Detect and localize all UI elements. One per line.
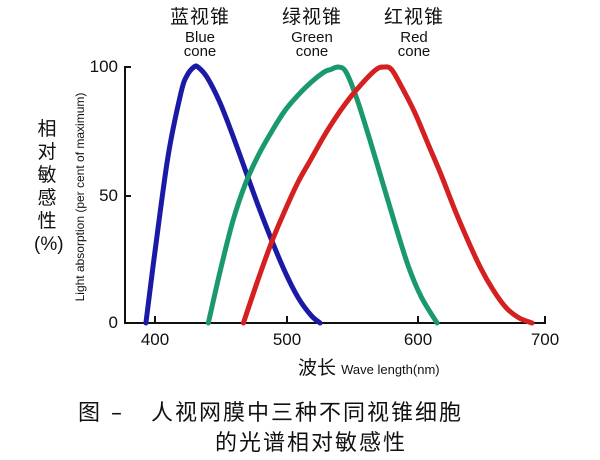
figure-caption-line2: 的光谱相对敏感性 bbox=[215, 431, 408, 456]
y-label-char: 感 bbox=[37, 187, 57, 209]
legend-blue-zh: 蓝视锥 bbox=[169, 6, 230, 28]
blue-cone-curve bbox=[143, 63, 323, 326]
x-axis-label-zh: 波长 bbox=[298, 357, 337, 379]
y-label-char: 敏 bbox=[37, 164, 57, 186]
legend-green-zh: 绿视锥 bbox=[281, 6, 342, 28]
legend-red-en: Red bbox=[400, 29, 428, 46]
y-label-char: 相 bbox=[37, 118, 57, 140]
legend-red-en2: cone bbox=[397, 43, 431, 60]
y-axis-label-zh: 相 对 敏 感 性 (%) bbox=[34, 118, 64, 256]
axes bbox=[124, 66, 546, 324]
x-axis-label: 波长 Wave length(nm) bbox=[298, 353, 440, 380]
x-tick-700: 700 bbox=[530, 330, 560, 349]
y-tick-0: 0 bbox=[108, 313, 118, 332]
legend-green-en: Green bbox=[291, 29, 333, 46]
y-tick-50: 50 bbox=[99, 186, 118, 205]
legend-red-cone: 红视锥 Red cone bbox=[372, 6, 456, 60]
x-tick-400: 400 bbox=[140, 330, 170, 349]
legend-red-zh: 红视锥 bbox=[383, 6, 444, 28]
legend-blue-en: Blue bbox=[184, 29, 216, 46]
legend-blue-en2: cone bbox=[183, 43, 217, 60]
legend-green-cone: 绿视锥 Green cone bbox=[270, 6, 354, 60]
x-tick-500: 500 bbox=[272, 330, 302, 349]
green-cone-curve bbox=[205, 64, 440, 326]
x-tick-600: 600 bbox=[403, 330, 433, 349]
legend-blue-cone: 蓝视锥 Blue cone bbox=[160, 6, 240, 60]
legend-green-en2: cone bbox=[295, 43, 329, 60]
y-label-char: (%) bbox=[34, 234, 64, 255]
y-label-char: 对 bbox=[37, 141, 57, 163]
figure-caption-line1: 图 – 人视网膜中三种不同视锥细胞 bbox=[78, 401, 463, 426]
x-axis-label-en: Wave length(nm) bbox=[341, 362, 440, 377]
red-cone-curve bbox=[240, 64, 535, 326]
y-tick-100: 100 bbox=[89, 57, 118, 76]
y-label-char: 性 bbox=[37, 210, 57, 232]
